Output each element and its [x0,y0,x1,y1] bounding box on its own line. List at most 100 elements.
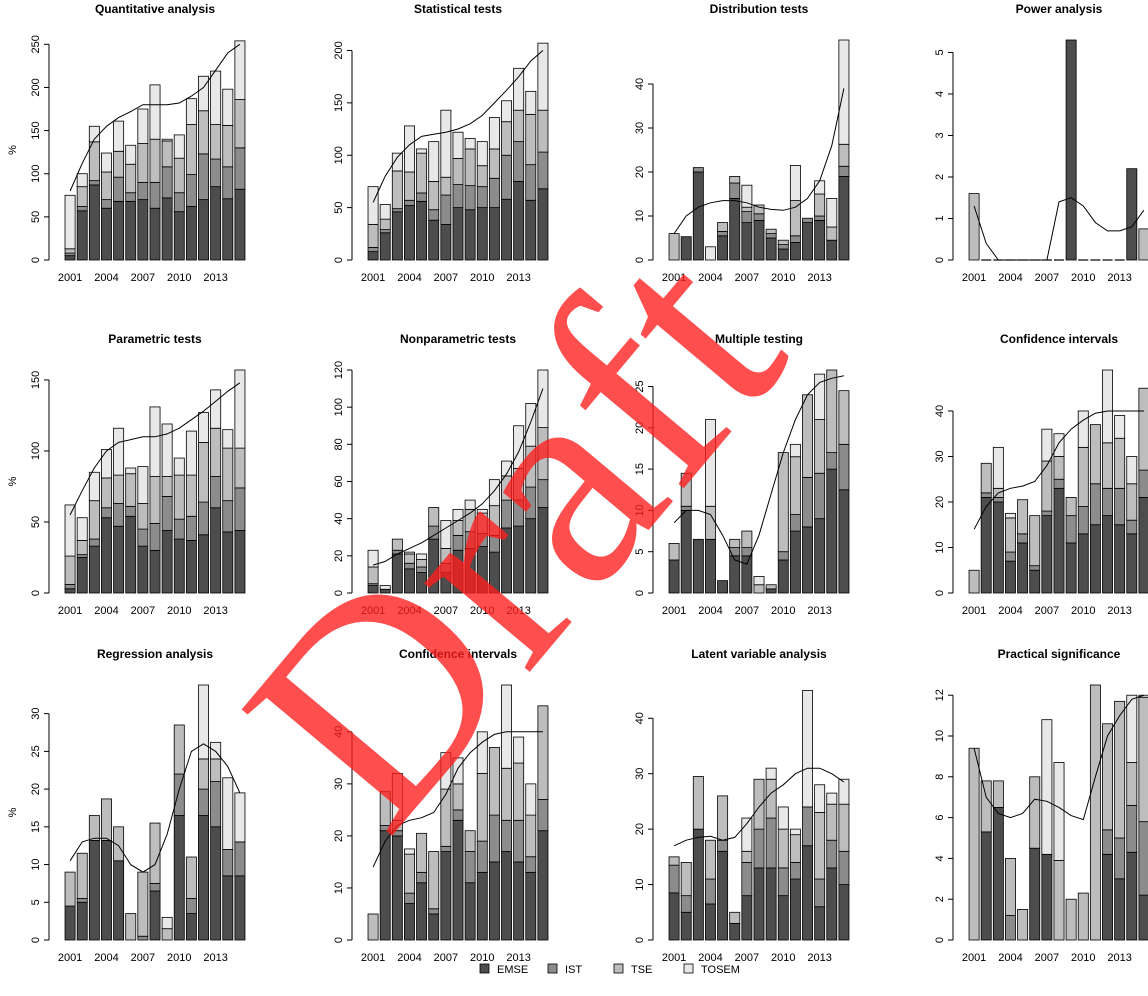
bar-segment-ist [88,538,100,547]
bar-segment-tse [173,474,185,520]
bar-segment-tosem [464,138,476,150]
panel-title: Regression analysis [97,647,213,661]
bar-segment-tse [137,503,149,530]
bar-segment-emse [64,588,76,594]
y-axis-label: % [7,145,19,155]
panel: Distribution tests 0 10 20 30 40 2001 2004 2007 2… [634,2,850,284]
trend-line [69,43,241,192]
bar-segment-tse [680,861,692,897]
bar-segment-emse [210,507,222,594]
bar-segment-tse [1005,858,1016,916]
x-tick-label: 2004 [94,605,118,617]
bar-segment-ist [777,551,789,561]
legend-swatch-tosem [683,963,694,974]
x-tick-label: 2001 [662,952,686,964]
bar-segment-emse [88,545,100,594]
bar-segment-tse [537,705,549,800]
bar-segment-ist [76,206,88,212]
bar-segment-emse [692,171,704,261]
bar-segment-tosem [222,88,234,126]
bar-segment-ist [992,497,1004,503]
bar-segment-emse [765,588,777,594]
bar-segment-emse [234,875,246,941]
bar-segment-tse [125,913,137,941]
bar-segment-tosem [76,517,88,541]
bar-segment-ist [765,817,777,869]
bar-segment-tse [488,148,500,179]
bar-segment-ist [173,518,185,540]
bar-segment-ist [428,908,440,915]
bar-segment-emse [802,526,813,594]
bar-segment-tosem [88,471,100,502]
bar-segment-tosem [1005,512,1016,519]
bar-segment-tosem [537,369,549,429]
bar-segment-emse [1065,39,1077,261]
bar-segment-tosem [125,467,137,475]
y-tick-label: 0 [333,590,345,596]
bar-segment-tse [404,853,415,894]
bar-segment-tse [149,476,161,524]
bar-segment-tse [1102,442,1113,489]
y-tick-label: 15 [30,821,42,833]
x-tick-label: 2004 [94,952,118,964]
panel-title: Nonparametric tests [400,332,516,346]
bar-segment-tse [1041,460,1053,512]
bar-segment-tse [137,143,149,183]
bar-segment-tosem [826,197,838,228]
x-tick-label: 2010 [1071,605,1095,617]
bar-segment-emse [1126,851,1138,941]
bar-segment-tse [185,856,197,899]
bar-segment-emse [802,845,813,941]
bar-segment-tse [101,798,112,841]
bar-segment-emse [992,501,1004,594]
bar-segment-emse [789,241,801,261]
bar-segment-emse [705,903,716,941]
bar-segment-tosem [101,152,112,173]
legend-label-tse: TSE [631,964,652,976]
bar-segment-tse [777,239,789,245]
bar-segment-ist [705,878,716,905]
bar-segment-tosem [464,499,476,510]
bar-segment-tosem [838,39,850,145]
bar-segment-tosem [367,549,379,568]
bar-segment-tse [980,462,992,494]
x-tick-label: 2007 [735,272,759,284]
bar-segment-emse [222,531,234,594]
y-tick-label: 0 [934,257,946,263]
bar-segment-emse [464,882,476,941]
bar-segment-ist [789,514,801,532]
bar-segment-tosem [452,131,464,159]
x-tick-label: 2001 [58,952,82,964]
bar-segment-ist [814,215,826,221]
bar-segment-ist [501,819,512,852]
bar-segment-emse [234,530,246,594]
bar-segment-emse [705,538,716,594]
bar-segment-ist [814,878,826,908]
bar-segment-tosem [137,108,149,144]
x-tick-label: 2001 [962,605,986,617]
bar-segment-emse [537,830,549,941]
bar-segment-emse [838,175,850,261]
bar-segment-tosem [802,690,813,808]
bar-segment-tse [391,538,403,551]
bar-segment-ist [464,185,476,211]
bar-segment-ist [513,819,525,863]
panel: Multiple testing 0 5 10 15 20 25 2001 2004 2007 20… [634,332,850,617]
x-tick-label: 2010 [1071,952,1095,964]
y-tick-label: 20 [30,783,42,795]
bar-segment-tse [404,553,415,564]
y-tick-label: 100 [30,165,42,183]
bar-segment-tse [64,555,76,585]
bar-segment-ist [680,505,692,511]
bar-segment-tosem [64,504,76,557]
bar-segment-emse [101,207,112,261]
bar-segment-tse [234,447,246,489]
y-tick-label: 0 [30,937,42,943]
y-tick-label: 4 [934,91,946,97]
bar-segment-tse [525,445,537,488]
bar-segment-tosem [777,806,789,830]
bar-segment-emse [1029,569,1041,594]
bar-segment-tse [198,442,209,503]
x-tick-label: 2004 [698,605,722,617]
y-tick-label: 8 [934,774,946,780]
